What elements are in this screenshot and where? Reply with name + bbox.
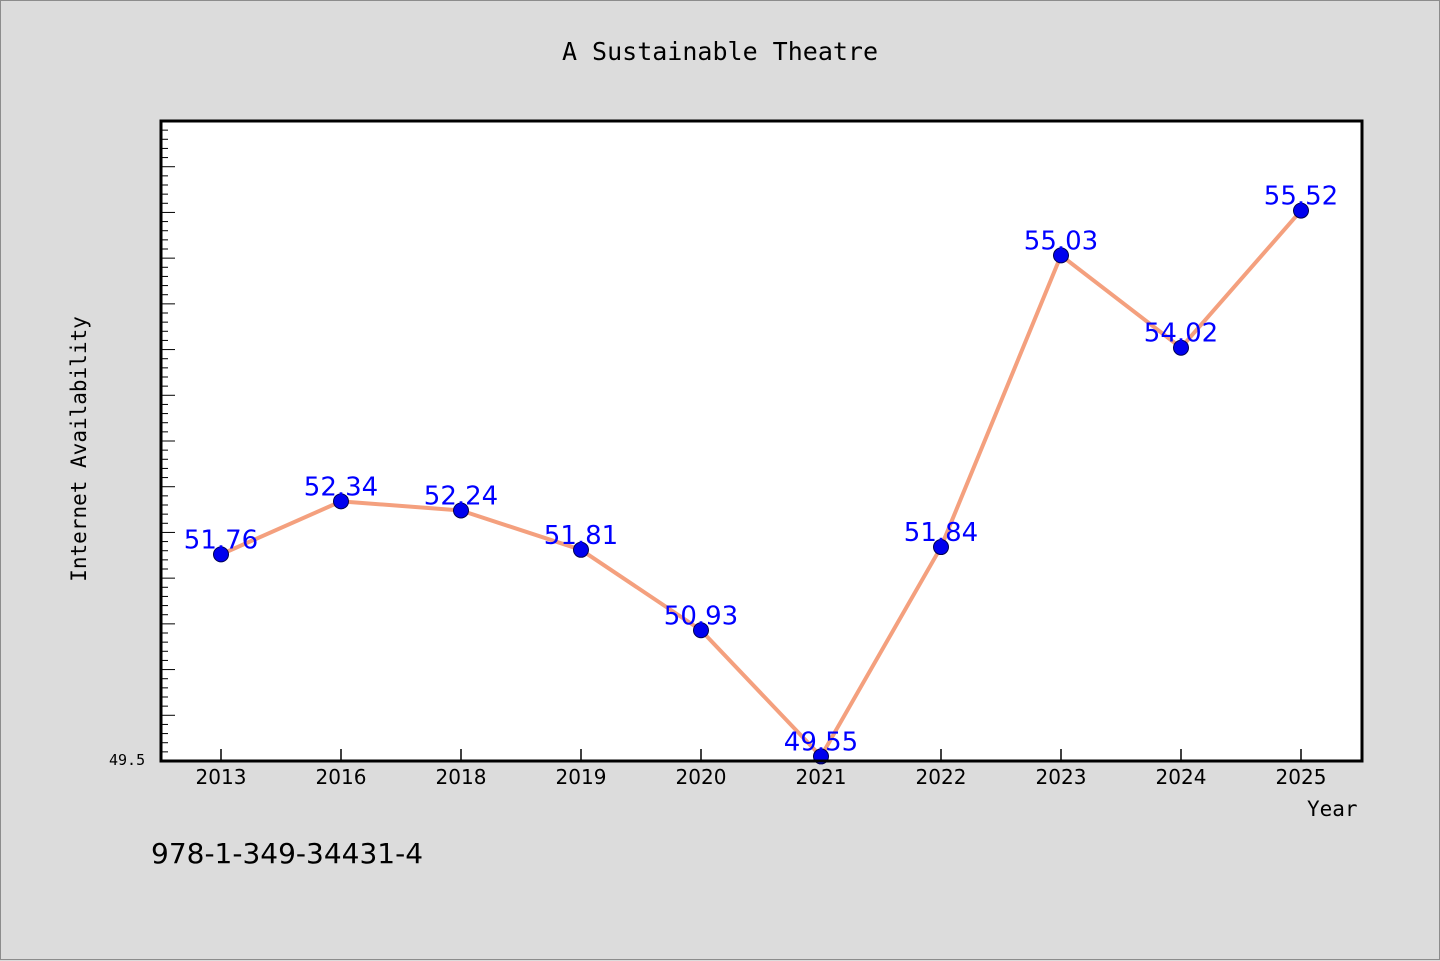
data-label: 51.76 (184, 525, 258, 555)
x-tick-label: 2016 (316, 765, 367, 789)
x-tick-label: 2020 (676, 765, 727, 789)
plot-area (161, 121, 1362, 761)
chart-title: A Sustainable Theatre (561, 37, 879, 66)
data-label: 55.03 (1024, 226, 1098, 256)
x-tick-label: 2023 (1036, 765, 1087, 789)
x-axis-label: Year (1307, 797, 1358, 821)
data-label: 52.24 (424, 481, 498, 511)
data-point (1173, 339, 1189, 356)
data-label: 51.84 (904, 518, 978, 548)
data-point (453, 502, 469, 519)
plot-frame (159, 119, 1364, 763)
data-label: 51.81 (544, 521, 618, 551)
x-tick-label: 2013 (196, 765, 247, 789)
data-point (933, 539, 949, 556)
x-tick-label: 2024 (1156, 765, 1207, 789)
x-tick-label: 2018 (436, 765, 487, 789)
data-label: 49.55 (784, 727, 858, 757)
x-tick-label: 2022 (916, 765, 967, 789)
data-point (1293, 202, 1309, 219)
data-label: 52.34 (304, 472, 378, 502)
data-point (213, 546, 229, 563)
x-tick-label: 2019 (556, 765, 607, 789)
data-point (333, 493, 349, 510)
data-label: 54.02 (1144, 319, 1218, 349)
x-tick-label: 2025 (1276, 765, 1327, 789)
series-line (219, 208, 1303, 759)
x-tick-label: 2021 (796, 765, 847, 789)
data-point (693, 622, 709, 639)
data-label: 55.52 (1264, 182, 1338, 212)
data-label: 50.93 (664, 601, 738, 631)
data-point (1053, 247, 1069, 264)
data-point (573, 541, 589, 558)
isbn-footnote: 978-1-349-34431-4 (151, 837, 424, 870)
y-tick-label-min: 49.5 (109, 751, 146, 769)
